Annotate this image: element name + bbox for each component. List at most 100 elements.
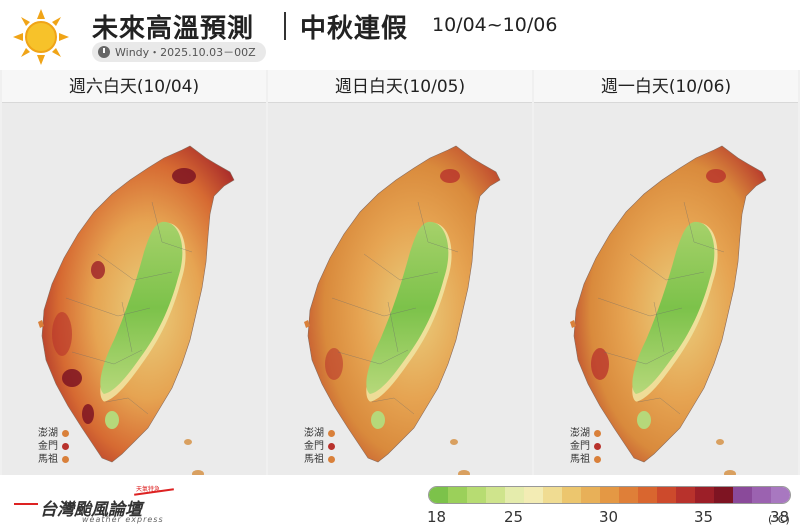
- legend-tick-label: 18: [427, 508, 447, 526]
- cool-mountain-zone: [632, 221, 715, 394]
- island-item: 金門: [304, 440, 335, 453]
- legend-swatch: [638, 487, 657, 503]
- hot-zone: [591, 348, 609, 380]
- southern-cool-spot: [371, 411, 385, 429]
- legend-swatch: [467, 487, 486, 503]
- panel-title: 週日白天(10/05): [268, 70, 532, 103]
- island-color-dot: [328, 430, 335, 437]
- clock-icon: [98, 46, 110, 58]
- sun-icon: [13, 9, 69, 65]
- orchid-island: [458, 470, 470, 475]
- legend-swatch: [600, 487, 619, 503]
- map-panel: 週六白天(10/04) 澎湖金門馬祖: [2, 70, 266, 475]
- hot-spot: [440, 169, 460, 183]
- brand-logo: 天氣特急 台灣颱風論壇 weather express: [14, 483, 184, 524]
- legend-swatch: [448, 487, 467, 503]
- island-item: 澎湖: [38, 427, 69, 440]
- panel-title: 週六白天(10/04): [2, 70, 266, 103]
- cool-mountain-zone: [100, 221, 183, 394]
- hot-zone: [52, 312, 72, 356]
- hot-spot: [172, 168, 196, 184]
- outlying-islands-list: 澎湖 金門 馬祖: [570, 427, 601, 466]
- legend-swatch: [581, 487, 600, 503]
- outlying-islands-list: 澎湖 金門 馬祖: [304, 427, 335, 466]
- legend-swatch: [695, 487, 714, 503]
- orchid-island: [724, 470, 736, 475]
- map-panels: 週六白天(10/04) 澎湖金門馬祖 週日白天(10/05) 澎湖金門馬祖 週一白天(1…: [0, 70, 800, 475]
- island-name: 金門: [570, 441, 590, 452]
- island-color-dot: [594, 456, 601, 463]
- panel-title: 週一白天(10/06): [534, 70, 798, 103]
- taiwan-temperature-map: [570, 145, 767, 475]
- legend-swatch: [714, 487, 733, 503]
- island-item: 馬祖: [304, 453, 335, 466]
- island-name: 馬祖: [304, 454, 324, 465]
- green-island: [184, 439, 192, 445]
- legend-swatch: [524, 487, 543, 503]
- legend-swatch: [676, 487, 695, 503]
- legend-swatch: [752, 487, 771, 503]
- logo-subtext: weather express: [82, 515, 164, 524]
- southern-cool-spot: [637, 411, 651, 429]
- hot-spot: [82, 404, 94, 424]
- island-name: 馬祖: [570, 454, 590, 465]
- green-island: [716, 439, 724, 445]
- island-name: 金門: [304, 441, 324, 452]
- island-name: 澎湖: [570, 428, 590, 439]
- taiwan-temperature-map: [304, 145, 501, 475]
- header: 未來高溫預測 中秋連假 10/04~10/06 Windy・2025.10.03…: [0, 0, 800, 70]
- island-item: 馬祖: [38, 453, 69, 466]
- county-borders: [597, 201, 725, 415]
- legend-tick-label: 35: [694, 508, 714, 526]
- footer: 天氣特急 台灣颱風論壇 weather express 18 25 30 35 38 (…: [0, 475, 800, 529]
- county-borders: [331, 201, 459, 415]
- source-badge: Windy・2025.10.03－00Z: [92, 42, 266, 62]
- island-name: 金門: [38, 441, 58, 452]
- hot-zone: [325, 348, 343, 380]
- island-color-dot: [328, 456, 335, 463]
- penghu-island: [304, 320, 310, 328]
- hot-spot: [62, 369, 82, 387]
- hot-spot: [706, 169, 726, 183]
- island-item: 金門: [570, 440, 601, 453]
- orchid-island: [192, 470, 204, 475]
- penghu-island: [38, 320, 44, 328]
- page-title: 未來高溫預測: [92, 14, 255, 44]
- map-panel: 週日白天(10/05) 澎湖 金門 馬祖: [268, 70, 532, 475]
- island-item: 澎湖: [570, 427, 601, 440]
- island-color-dot: [594, 443, 601, 450]
- island-name: 澎湖: [38, 428, 58, 439]
- legend-swatch: [657, 487, 676, 503]
- legend-swatch: [429, 487, 448, 503]
- county-borders: [65, 201, 193, 415]
- legend-swatch: [543, 487, 562, 503]
- legend-swatch: [486, 487, 505, 503]
- island-color-dot: [328, 443, 335, 450]
- penghu-island: [570, 320, 576, 328]
- island-item: 金門: [38, 440, 69, 453]
- cool-mountain-zone: [366, 221, 449, 394]
- hot-spot: [91, 261, 105, 279]
- legend-unit: (°C): [768, 513, 790, 526]
- island-color-dot: [62, 430, 69, 437]
- logo-tag: 天氣特急: [136, 486, 161, 493]
- source-text: Windy・2025.10.03－00Z: [115, 46, 256, 59]
- legend-swatch: [562, 487, 581, 503]
- date-range: 10/04~10/06: [432, 14, 558, 36]
- taiwan-temperature-map: [38, 145, 235, 475]
- island-item: 馬祖: [570, 453, 601, 466]
- legend-tick-label: 25: [504, 508, 524, 526]
- title-divider: [284, 12, 286, 40]
- southern-cool-spot: [105, 411, 119, 429]
- island-color-dot: [594, 430, 601, 437]
- legend-tick-label: 30: [599, 508, 619, 526]
- temperature-legend-bar: [428, 486, 791, 504]
- legend-swatch: [619, 487, 638, 503]
- island-color-dot: [62, 456, 69, 463]
- island-name: 馬祖: [38, 454, 58, 465]
- logo-red-line: [14, 503, 38, 505]
- outlying-islands-list: 澎湖 金門 馬祖: [38, 427, 69, 466]
- legend-tick-label: 38: [770, 508, 790, 526]
- legend-swatch: [733, 487, 752, 503]
- legend-swatch: [505, 487, 524, 503]
